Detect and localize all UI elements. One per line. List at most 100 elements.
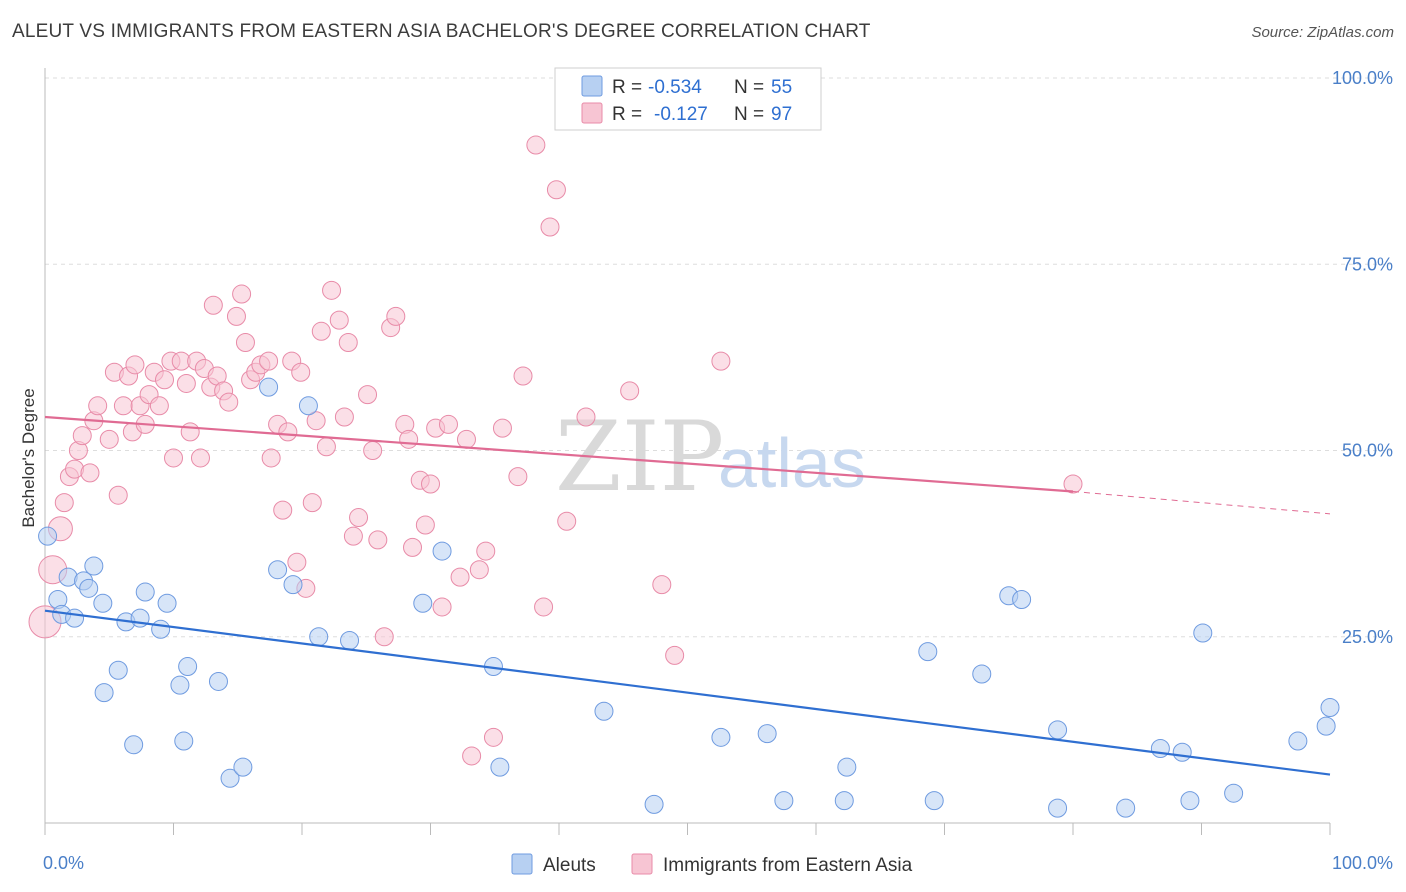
trend-line-aleuts — [44, 609, 1331, 776]
legend: R = -0.534 N = 55 R = -0.127 N = 97 — [554, 67, 822, 131]
data-point — [311, 321, 331, 341]
data-point — [287, 552, 307, 572]
data-point — [302, 493, 322, 513]
data-point — [38, 526, 58, 546]
data-point — [343, 526, 363, 546]
data-point — [526, 135, 546, 155]
data-point — [1224, 783, 1244, 803]
y-tick-label: 100.0% — [1332, 68, 1393, 88]
data-point — [774, 791, 794, 811]
data-point — [178, 657, 198, 677]
bottom-legend-swatch-asia — [631, 853, 653, 875]
data-point — [180, 422, 200, 442]
data-point — [620, 381, 640, 401]
data-point — [99, 429, 119, 449]
data-point — [546, 180, 566, 200]
legend-n-value-aleuts: 55 — [771, 77, 792, 98]
data-point — [456, 429, 476, 449]
data-point — [88, 396, 108, 416]
legend-n-label-asia: N = — [734, 104, 764, 125]
data-point — [399, 429, 419, 449]
data-point — [1180, 791, 1200, 811]
data-point — [432, 597, 452, 617]
data-point — [151, 619, 171, 639]
data-point — [259, 377, 279, 397]
source-label: Source: ZipAtlas.com — [1251, 24, 1394, 41]
data-point — [413, 593, 433, 613]
data-point — [665, 645, 685, 665]
legend-n-label-aleuts: N = — [734, 77, 764, 98]
legend-swatch-immigrants-eastern-asia — [581, 102, 603, 124]
data-point — [322, 280, 342, 300]
data-point — [450, 567, 470, 587]
data-point — [124, 735, 144, 755]
data-point — [108, 660, 128, 680]
data-point — [283, 575, 303, 595]
data-point — [386, 306, 406, 326]
data-point — [924, 791, 944, 811]
tick-labels: 25.0% 50.0% 75.0% 100.0% 0.0% 100.0% — [43, 68, 1393, 873]
data-point — [469, 560, 489, 580]
data-point — [1048, 798, 1068, 818]
data-point — [291, 362, 311, 382]
data-point — [403, 537, 423, 557]
data-point — [483, 727, 503, 747]
data-point — [432, 541, 452, 561]
x-tick-label: 100.0% — [1332, 853, 1393, 873]
data-point — [594, 701, 614, 721]
data-point — [235, 332, 255, 352]
data-point — [268, 560, 288, 580]
y-tick-label: 50.0% — [1342, 441, 1393, 461]
data-point — [1116, 798, 1136, 818]
data-point — [190, 448, 210, 468]
data-point — [1172, 742, 1192, 762]
data-point — [1193, 623, 1213, 643]
data-point — [1288, 731, 1308, 751]
data-point — [557, 511, 577, 531]
data-point — [334, 407, 354, 427]
data-point — [208, 671, 228, 691]
bottom-legend-aleuts: Aleuts — [543, 855, 596, 876]
legend-r-label-asia: R = — [612, 104, 642, 125]
data-point — [309, 627, 329, 647]
data-point — [298, 396, 318, 416]
data-point — [94, 683, 114, 703]
data-point — [1048, 720, 1068, 740]
trend-line-extension — [1072, 490, 1331, 515]
data-point — [513, 366, 533, 386]
data-point — [492, 418, 512, 438]
data-point — [508, 467, 528, 487]
data-point — [72, 426, 92, 446]
data-point — [135, 582, 155, 602]
data-point — [232, 284, 252, 304]
data-point — [1063, 474, 1083, 494]
series-aleuts — [38, 377, 1340, 818]
data-point — [220, 768, 240, 788]
data-point — [79, 578, 99, 598]
data-point — [273, 500, 293, 520]
data-point — [476, 541, 496, 561]
y-axis-label: Bachelor's Degree — [19, 388, 38, 527]
data-point — [368, 530, 388, 550]
data-point — [1320, 698, 1340, 718]
y-tick-label: 75.0% — [1342, 254, 1393, 274]
data-point — [329, 310, 349, 330]
data-point — [837, 757, 857, 777]
data-point — [233, 757, 253, 777]
data-point — [1012, 590, 1032, 609]
y-tick-label: 25.0% — [1342, 627, 1393, 647]
data-point — [125, 355, 145, 375]
data-point — [534, 597, 554, 617]
bottom-legend: Aleuts Immigrants from Eastern Asia — [511, 853, 913, 876]
data-point — [306, 411, 326, 431]
data-point — [149, 396, 169, 416]
x-tick-label: 0.0% — [43, 853, 84, 873]
bottom-legend-swatch-aleuts — [511, 853, 533, 875]
data-point — [157, 593, 177, 613]
data-point — [711, 351, 731, 371]
data-point — [259, 351, 279, 371]
data-point — [174, 731, 194, 751]
data-point — [576, 407, 596, 427]
data-point — [226, 306, 246, 326]
